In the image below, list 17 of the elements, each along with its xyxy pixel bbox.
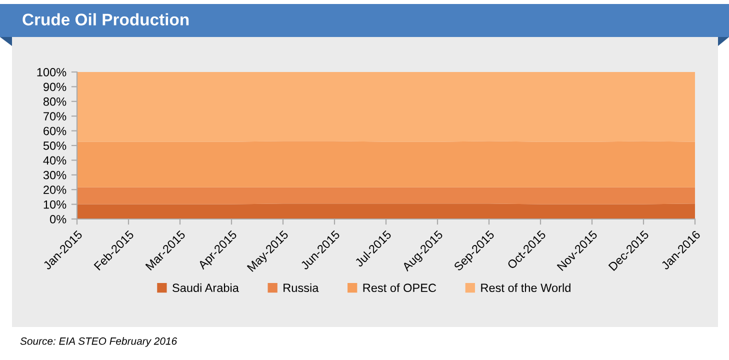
chart-title: Crude Oil Production <box>22 13 189 26</box>
legend-label: Rest of the World <box>481 283 570 292</box>
legend-label: Rest of OPEC <box>363 283 436 292</box>
y-tick-label: 80% <box>43 97 66 106</box>
y-tick-label: 30% <box>43 170 66 180</box>
y-tick-label: 40% <box>43 156 66 165</box>
legend-label: Saudi Arabia <box>172 283 239 292</box>
y-tick-label: 70% <box>44 112 66 120</box>
y-tick-label: 20% <box>44 186 66 194</box>
source-note: Source: EIA STEO February 2016 <box>20 337 178 347</box>
y-tick-label: 90% <box>44 82 66 92</box>
y-tick-label: 50% <box>43 142 66 150</box>
y-tick-label: 60% <box>44 126 66 136</box>
legend-label: Russia <box>284 283 319 292</box>
y-tick-label: 10% <box>44 200 66 209</box>
y-tick-label: 0% <box>50 215 66 224</box>
y-tick-label: 100% <box>37 68 66 76</box>
